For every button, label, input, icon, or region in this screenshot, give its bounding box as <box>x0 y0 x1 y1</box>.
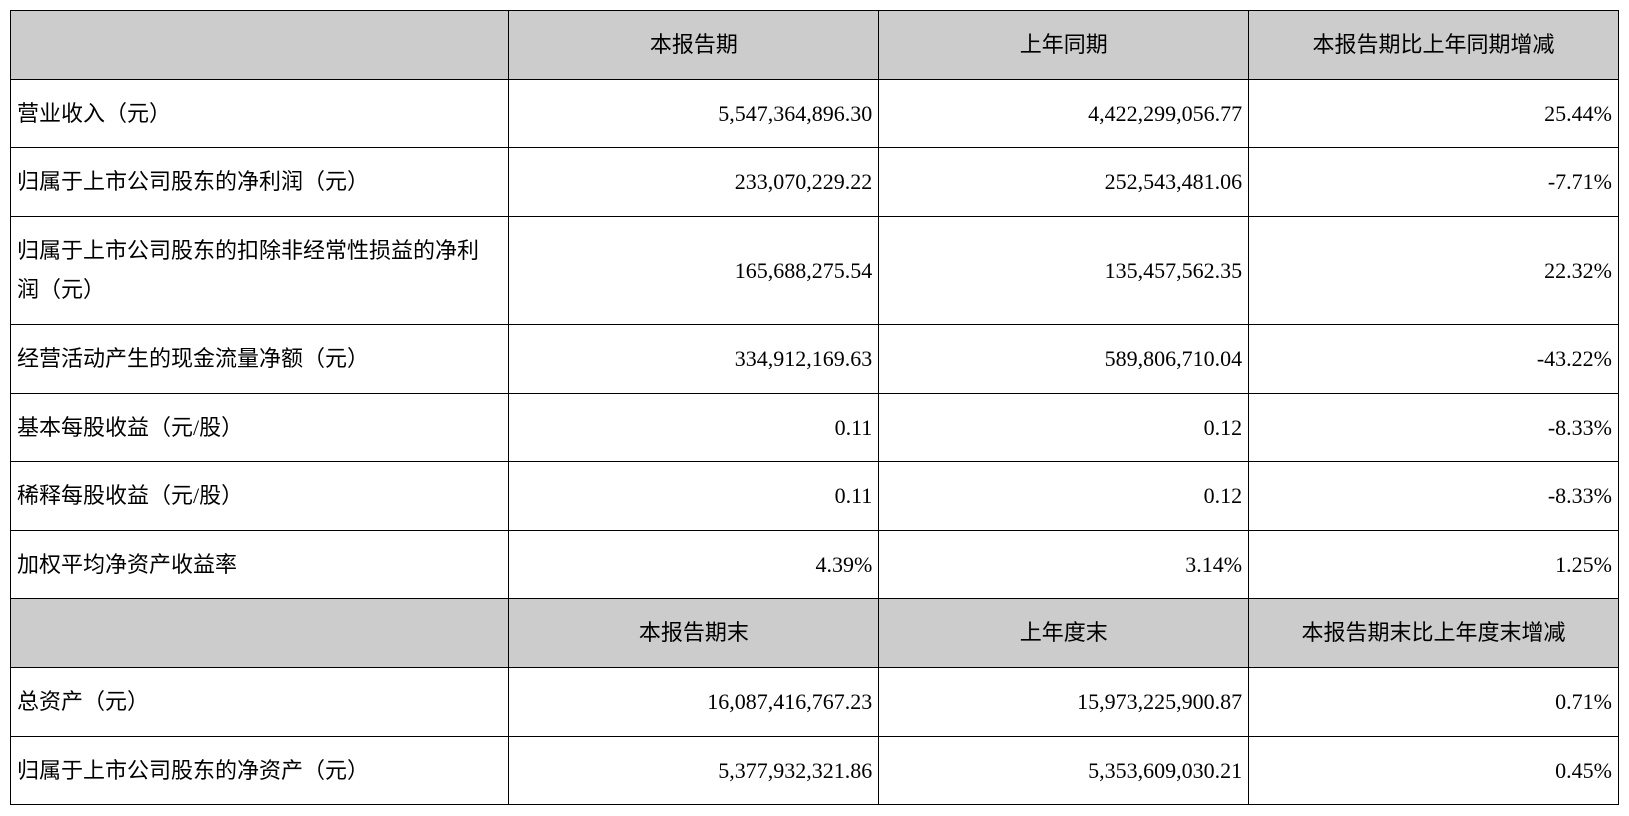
row-change: 1.25% <box>1249 530 1619 599</box>
row-prior: 0.12 <box>879 393 1249 462</box>
row-label: 总资产（元） <box>11 667 509 736</box>
header-change: 本报告期比上年同期增减 <box>1249 11 1619 80</box>
table-row: 归属于上市公司股东的扣除非经常性损益的净利润（元）165,688,275.541… <box>11 216 1619 324</box>
row-prior: 3.14% <box>879 530 1249 599</box>
row-current: 165,688,275.54 <box>509 216 879 324</box>
row-label: 营业收入（元） <box>11 79 509 148</box>
row-change: 0.45% <box>1249 736 1619 805</box>
row-label: 归属于上市公司股东的净资产（元） <box>11 736 509 805</box>
table-row: 稀释每股收益（元/股）0.110.12-8.33% <box>11 462 1619 531</box>
row-label: 经营活动产生的现金流量净额（元） <box>11 324 509 393</box>
header-change: 本报告期末比上年度末增减 <box>1249 599 1619 668</box>
row-label: 加权平均净资产收益率 <box>11 530 509 599</box>
table-body: 本报告期上年同期本报告期比上年同期增减营业收入（元）5,547,364,896.… <box>11 11 1619 805</box>
row-change: -8.33% <box>1249 393 1619 462</box>
row-label: 归属于上市公司股东的净利润（元） <box>11 148 509 217</box>
row-change: 0.71% <box>1249 667 1619 736</box>
table-row: 经营活动产生的现金流量净额（元）334,912,169.63589,806,71… <box>11 324 1619 393</box>
row-prior: 0.12 <box>879 462 1249 531</box>
row-current: 4.39% <box>509 530 879 599</box>
row-label: 基本每股收益（元/股） <box>11 393 509 462</box>
table-row: 基本每股收益（元/股）0.110.12-8.33% <box>11 393 1619 462</box>
row-prior: 135,457,562.35 <box>879 216 1249 324</box>
table-header-row: 本报告期末上年度末本报告期末比上年度末增减 <box>11 599 1619 668</box>
header-prior: 上年同期 <box>879 11 1249 80</box>
header-current: 本报告期末 <box>509 599 879 668</box>
table-row: 归属于上市公司股东的净资产（元）5,377,932,321.865,353,60… <box>11 736 1619 805</box>
row-current: 334,912,169.63 <box>509 324 879 393</box>
row-label: 稀释每股收益（元/股） <box>11 462 509 531</box>
financial-table: 本报告期上年同期本报告期比上年同期增减营业收入（元）5,547,364,896.… <box>10 10 1619 805</box>
row-label: 归属于上市公司股东的扣除非经常性损益的净利润（元） <box>11 216 509 324</box>
row-current: 233,070,229.22 <box>509 148 879 217</box>
row-change: 22.32% <box>1249 216 1619 324</box>
row-current: 5,377,932,321.86 <box>509 736 879 805</box>
table-header-row: 本报告期上年同期本报告期比上年同期增减 <box>11 11 1619 80</box>
row-current: 0.11 <box>509 393 879 462</box>
row-change: -7.71% <box>1249 148 1619 217</box>
table-row: 加权平均净资产收益率4.39%3.14%1.25% <box>11 530 1619 599</box>
row-prior: 252,543,481.06 <box>879 148 1249 217</box>
header-prior: 上年度末 <box>879 599 1249 668</box>
row-prior: 589,806,710.04 <box>879 324 1249 393</box>
row-prior: 5,353,609,030.21 <box>879 736 1249 805</box>
row-prior: 15,973,225,900.87 <box>879 667 1249 736</box>
table-row: 归属于上市公司股东的净利润（元）233,070,229.22252,543,48… <box>11 148 1619 217</box>
row-prior: 4,422,299,056.77 <box>879 79 1249 148</box>
header-blank <box>11 599 509 668</box>
row-change: 25.44% <box>1249 79 1619 148</box>
row-current: 5,547,364,896.30 <box>509 79 879 148</box>
table-row: 总资产（元）16,087,416,767.2315,973,225,900.87… <box>11 667 1619 736</box>
row-change: -8.33% <box>1249 462 1619 531</box>
header-current: 本报告期 <box>509 11 879 80</box>
row-current: 0.11 <box>509 462 879 531</box>
table-row: 营业收入（元）5,547,364,896.304,422,299,056.772… <box>11 79 1619 148</box>
row-change: -43.22% <box>1249 324 1619 393</box>
row-current: 16,087,416,767.23 <box>509 667 879 736</box>
header-blank <box>11 11 509 80</box>
